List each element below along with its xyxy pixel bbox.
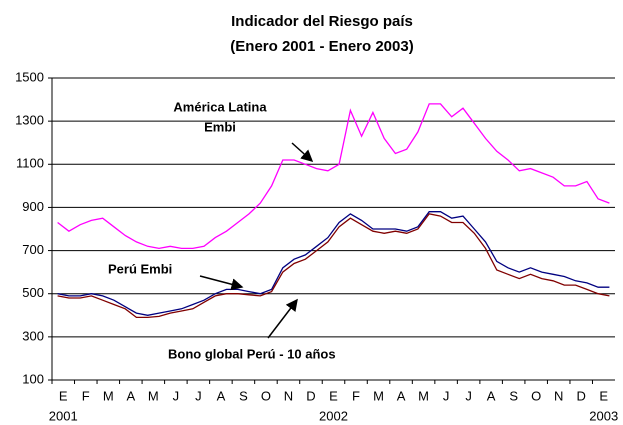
x-tick-label: F	[82, 388, 90, 403]
annotation: Embi	[204, 119, 236, 134]
x-tick-label: S	[239, 388, 248, 403]
line-series	[57, 211, 610, 316]
x-tick-label: J	[465, 388, 472, 403]
x-tick-label: D	[306, 388, 315, 403]
annotation: América Latina	[173, 99, 267, 114]
year-label: 2003	[589, 408, 618, 423]
x-tick-label: M	[148, 388, 159, 403]
x-tick-label: J	[173, 388, 180, 403]
y-tick-label: 700	[22, 242, 44, 257]
x-tick-label: S	[509, 388, 518, 403]
x-tick-label: J	[443, 388, 450, 403]
x-tick-label: M	[418, 388, 429, 403]
chart-subtitle: (Enero 2001 - Enero 2003)	[230, 38, 413, 55]
annotation-arrow	[199, 275, 244, 291]
annotation-arrow	[267, 298, 298, 339]
line-series	[57, 103, 610, 250]
x-tick-label: M	[373, 388, 384, 403]
x-tick-label: F	[352, 388, 360, 403]
annotation: Perú Embi	[108, 261, 172, 276]
x-tick-label: D	[577, 388, 586, 403]
x-tick-label: O	[261, 388, 271, 403]
annotation: Bono global Perú - 10 años	[168, 346, 336, 361]
x-tick-label: E	[59, 388, 68, 403]
x-tick-label: N	[554, 388, 563, 403]
year-label: 2002	[319, 408, 348, 423]
x-tick-label: A	[126, 388, 135, 403]
x-tick-label: A	[487, 388, 496, 403]
x-tick-label: N	[284, 388, 293, 403]
y-tick-label: 900	[22, 199, 44, 214]
line-series	[57, 213, 610, 319]
year-label: 2001	[49, 408, 78, 423]
x-tick-label: M	[103, 388, 114, 403]
chart-title: Indicador del Riesgo país	[231, 13, 413, 30]
x-tick-label: O	[531, 388, 541, 403]
x-tick-label: A	[217, 388, 226, 403]
x-tick-label: J	[195, 388, 202, 403]
x-tick-label: A	[397, 388, 406, 403]
y-tick-label: 1100	[16, 156, 44, 171]
annotation-arrow	[291, 142, 314, 163]
y-tick-label: 300	[22, 328, 44, 343]
y-tick-label: 100	[22, 371, 44, 386]
y-tick-label: 500	[22, 285, 44, 300]
y-tick-label: 1300	[15, 113, 44, 128]
y-tick-label: 1500	[15, 69, 44, 84]
x-tick-label: E	[599, 388, 608, 403]
x-tick-label: E	[329, 388, 338, 403]
